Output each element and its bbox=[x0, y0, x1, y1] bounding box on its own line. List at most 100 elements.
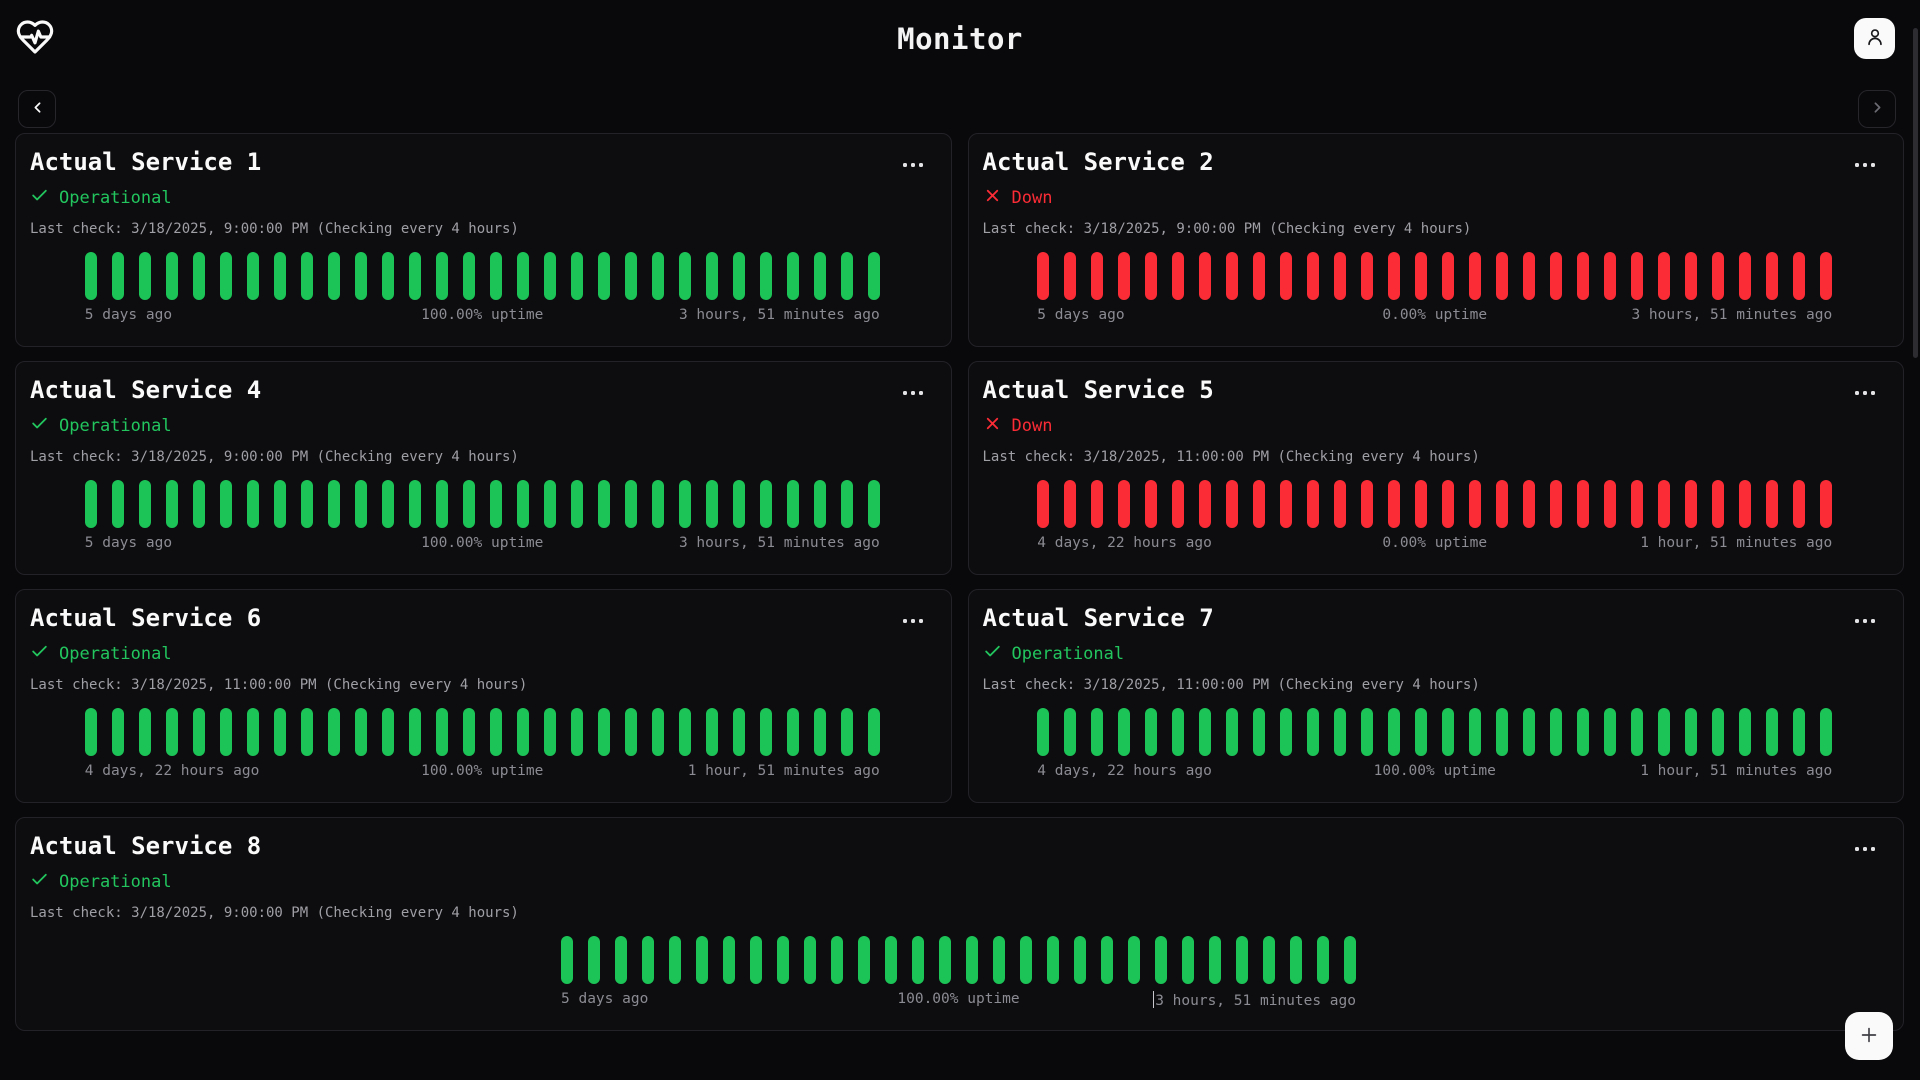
service-title: Actual Service 2 bbox=[982, 148, 1214, 176]
uptime-bar bbox=[354, 707, 367, 756]
uptime-bar bbox=[1361, 707, 1374, 756]
uptime-bar bbox=[561, 935, 573, 984]
last-check-text: Last check: 3/18/2025, 9:00:00 PM (Check… bbox=[30, 448, 519, 465]
uptime-bar bbox=[1766, 251, 1779, 300]
cross-icon bbox=[983, 186, 1002, 210]
uptime-bar bbox=[1685, 479, 1698, 528]
uptime-bar bbox=[408, 707, 421, 756]
service-menu-button[interactable] bbox=[1851, 611, 1879, 631]
user-button[interactable] bbox=[1854, 18, 1895, 59]
topbar: Monitor bbox=[0, 0, 1920, 64]
uptime-bar bbox=[1209, 935, 1221, 984]
uptime-bars bbox=[1037, 251, 1833, 300]
uptime-bar bbox=[84, 707, 97, 756]
service-menu-button[interactable] bbox=[1851, 383, 1879, 403]
service-menu-button[interactable] bbox=[899, 383, 927, 403]
scrollbar-thumb[interactable] bbox=[1913, 28, 1918, 358]
footer-uptime: 100.00% uptime bbox=[421, 762, 544, 779]
status-label: Operational bbox=[59, 871, 172, 892]
service-card-header: Actual Service 6 bbox=[30, 604, 935, 633]
service-menu-button[interactable] bbox=[1851, 155, 1879, 175]
uptime-bar bbox=[273, 479, 286, 528]
uptime-bar bbox=[624, 251, 637, 300]
uptime-bar-footer: 4 days, 22 hours ago 100.00% uptime 1 ho… bbox=[85, 763, 880, 779]
uptime-bar bbox=[84, 479, 97, 528]
uptime-track: 5 days ago 0.00% uptime 3 hours, 51 minu… bbox=[1037, 251, 1833, 323]
add-service-button[interactable] bbox=[1845, 1012, 1893, 1060]
uptime-bar bbox=[1604, 479, 1617, 528]
uptime-bar bbox=[840, 707, 853, 756]
uptime-bar bbox=[273, 251, 286, 300]
service-menu-button[interactable] bbox=[1851, 839, 1879, 859]
footer-from: 4 days, 22 hours ago bbox=[84, 762, 260, 779]
service-card-header: Actual Service 4 bbox=[30, 376, 935, 405]
footer-uptime: 100.00% uptime bbox=[421, 306, 544, 323]
uptime-bar bbox=[1766, 707, 1779, 756]
uptime-bar bbox=[1820, 251, 1833, 300]
service-menu-button[interactable] bbox=[899, 155, 927, 175]
uptime-bar bbox=[624, 707, 637, 756]
uptime-bar bbox=[1253, 479, 1266, 528]
status-label: Down bbox=[1011, 187, 1053, 208]
uptime-bar bbox=[1091, 251, 1104, 300]
uptime-bar bbox=[1118, 479, 1131, 528]
uptime-bar bbox=[867, 707, 880, 756]
footer-from: 5 days ago bbox=[84, 534, 173, 551]
uptime-bar bbox=[327, 707, 340, 756]
uptime-bar bbox=[966, 935, 978, 984]
uptime-bar bbox=[1091, 479, 1104, 528]
uptime-bar bbox=[1631, 479, 1644, 528]
uptime-bar bbox=[1820, 707, 1833, 756]
service-menu-button[interactable] bbox=[899, 611, 927, 631]
ellipsis-icon bbox=[902, 391, 923, 395]
uptime-bar bbox=[300, 707, 313, 756]
uptime-bar bbox=[786, 479, 799, 528]
uptime-bar bbox=[489, 707, 502, 756]
uptime-bars bbox=[84, 707, 880, 756]
uptime-bar bbox=[381, 251, 394, 300]
chevron-right-icon bbox=[1869, 99, 1886, 119]
services-grid: Actual Service 1 Operational Last check:… bbox=[15, 133, 1904, 1031]
uptime-bar bbox=[1020, 935, 1032, 984]
next-page-button[interactable] bbox=[1858, 90, 1896, 128]
ellipsis-icon bbox=[1855, 163, 1875, 167]
service-status: Operational bbox=[30, 414, 935, 438]
uptime-bar bbox=[867, 479, 880, 528]
chevron-left-icon bbox=[29, 99, 46, 119]
uptime-bar bbox=[1415, 707, 1428, 756]
uptime-bar bbox=[1766, 479, 1779, 528]
uptime-bar bbox=[840, 251, 853, 300]
uptime-bar bbox=[1388, 251, 1401, 300]
scrollbar[interactable] bbox=[1911, 0, 1920, 1080]
service-card: Actual Service 5 Down Last check: 3/18/2… bbox=[967, 361, 1904, 575]
uptime-bar bbox=[1415, 251, 1428, 300]
previous-page-button[interactable] bbox=[18, 90, 56, 128]
uptime-bar bbox=[1523, 707, 1536, 756]
last-check-text: Last check: 3/18/2025, 9:00:00 PM (Check… bbox=[30, 904, 519, 921]
uptime-bar bbox=[1155, 935, 1167, 984]
uptime-bar bbox=[912, 935, 924, 984]
uptime-bar bbox=[1253, 251, 1266, 300]
uptime-bar bbox=[1739, 479, 1752, 528]
last-check-text: Last check: 3/18/2025, 9:00:00 PM (Check… bbox=[982, 220, 1472, 237]
uptime-bar bbox=[489, 479, 502, 528]
footer-to: 3 hours, 51 minutes ago bbox=[1631, 306, 1833, 323]
service-title: Actual Service 8 bbox=[30, 832, 262, 860]
uptime-bar bbox=[1307, 251, 1320, 300]
uptime-bar bbox=[408, 479, 421, 528]
uptime-bar bbox=[1631, 251, 1644, 300]
uptime-bar bbox=[732, 251, 745, 300]
last-check-text: Last check: 3/18/2025, 9:00:00 PM (Check… bbox=[30, 220, 519, 237]
uptime-bars bbox=[84, 479, 880, 528]
check-icon bbox=[30, 642, 49, 666]
uptime-bar bbox=[1236, 935, 1248, 984]
uptime-bar bbox=[1361, 479, 1374, 528]
uptime-bar bbox=[354, 251, 367, 300]
uptime-bar bbox=[1199, 707, 1212, 756]
uptime-bar bbox=[138, 479, 151, 528]
uptime-bar bbox=[1172, 707, 1185, 756]
service-card: Actual Service 1 Operational Last check:… bbox=[15, 133, 952, 347]
service-status: Operational bbox=[983, 642, 1888, 666]
uptime-bar bbox=[1037, 479, 1050, 528]
uptime-bar bbox=[1091, 707, 1104, 756]
